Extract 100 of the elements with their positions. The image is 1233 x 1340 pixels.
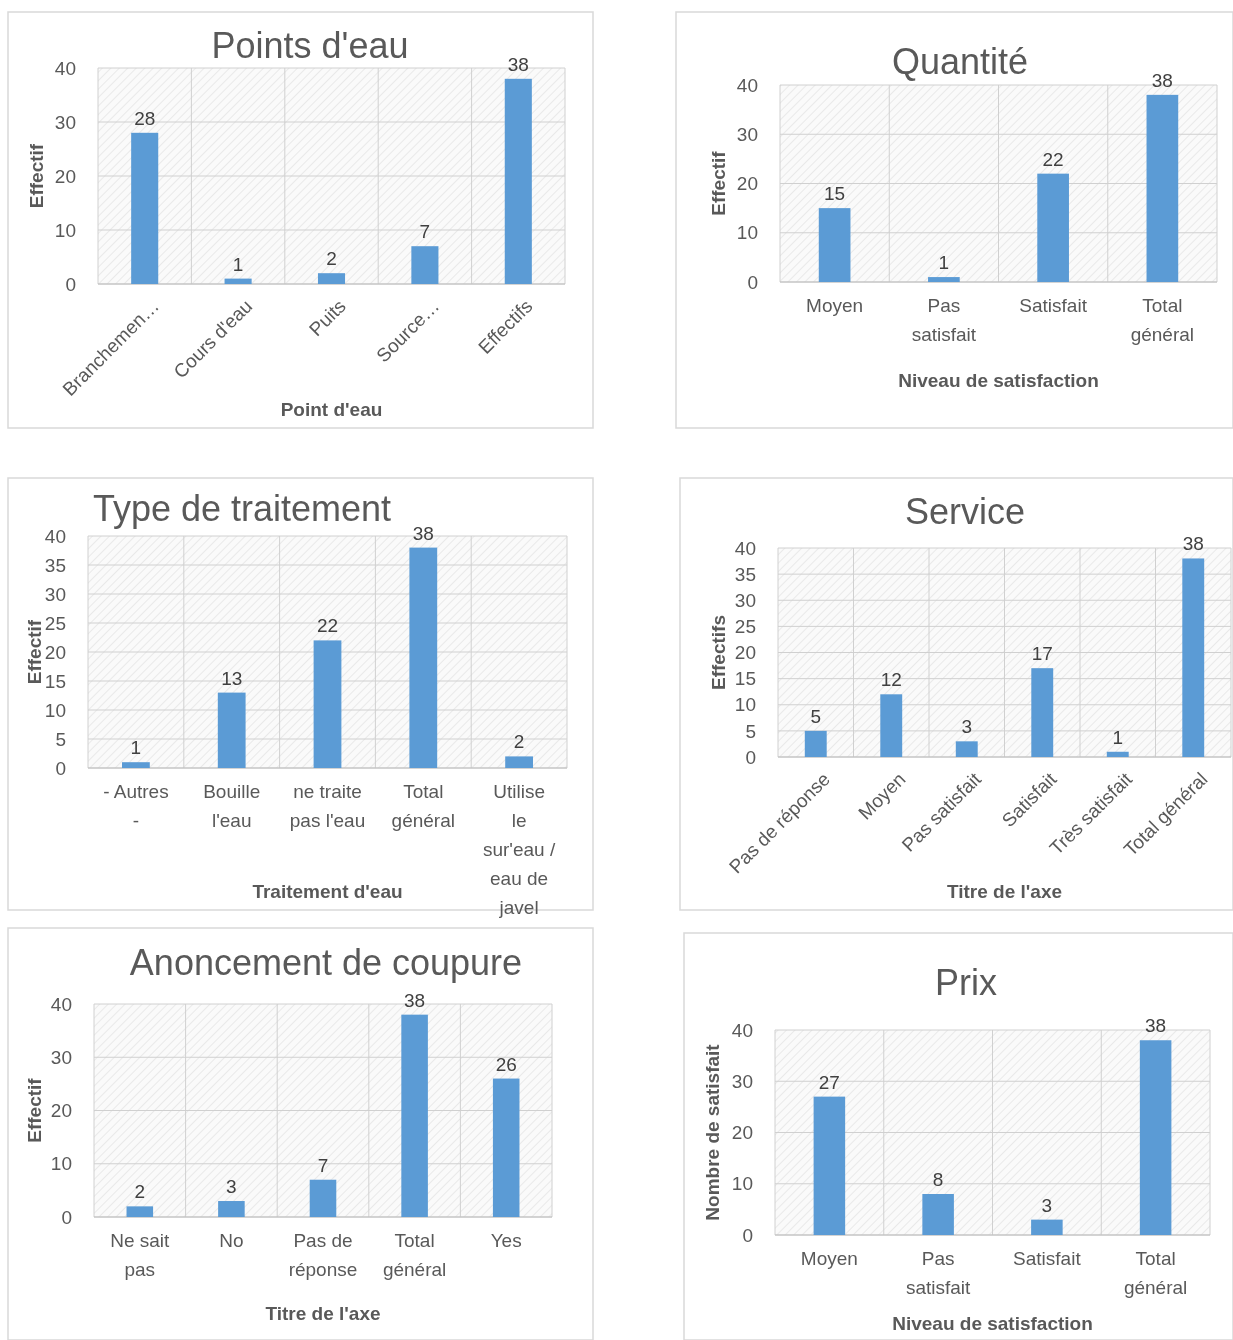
bar xyxy=(505,756,533,768)
data-label: 28 xyxy=(134,107,156,129)
data-label: 27 xyxy=(818,1071,840,1093)
bar xyxy=(224,278,252,284)
bar xyxy=(1031,1219,1063,1235)
y-axis-title: Effectif xyxy=(23,1077,45,1143)
x-axis-title: Traitement d'eau xyxy=(252,881,403,902)
y-tick-label: 35 xyxy=(44,554,66,576)
x-tick-label: No xyxy=(219,1230,244,1251)
x-tick-label: Pas satisfait xyxy=(905,1248,972,1298)
bar xyxy=(880,694,903,757)
y-tick-label: 15 xyxy=(734,668,756,690)
data-label: 1 xyxy=(130,737,142,759)
data-label: 12 xyxy=(880,669,902,691)
y-tick-label: 20 xyxy=(54,165,76,187)
data-label: 38 xyxy=(1182,533,1204,555)
y-tick-label: 30 xyxy=(734,589,756,611)
bar xyxy=(813,1096,846,1235)
x-axis-title: Niveau de satisfaction xyxy=(898,370,1099,391)
bar xyxy=(401,1014,428,1217)
data-label: 13 xyxy=(221,667,243,689)
y-tick-label: 0 xyxy=(745,746,756,768)
data-label: 7 xyxy=(419,221,431,243)
data-label: 38 xyxy=(412,522,434,544)
data-label: 3 xyxy=(961,716,973,738)
y-tick-label: 30 xyxy=(736,123,758,145)
y-tick-label: 20 xyxy=(50,1100,72,1122)
y-tick-label: 10 xyxy=(44,699,66,721)
x-tick-label: Satisfait xyxy=(1019,295,1088,316)
y-tick-label: 10 xyxy=(734,694,756,716)
y-tick-label: 20 xyxy=(44,641,66,663)
y-tick-label: 0 xyxy=(747,271,758,293)
x-axis-title: Point d'eau xyxy=(280,399,383,420)
x-tick-label: Pas satisfait xyxy=(911,295,977,345)
x-tick-label: Total général xyxy=(1123,1248,1188,1298)
y-tick-label: 20 xyxy=(736,173,758,195)
y-tick-label: 20 xyxy=(734,642,756,664)
data-label: 38 xyxy=(1145,1015,1167,1037)
y-tick-label: 40 xyxy=(734,537,756,559)
bar xyxy=(317,273,346,284)
y-tick-label: 30 xyxy=(54,111,76,133)
bar xyxy=(504,78,532,284)
data-label: 1 xyxy=(938,252,950,274)
x-tick-label: Satisfait xyxy=(1013,1248,1082,1269)
y-tick-label: 35 xyxy=(734,563,756,585)
bar xyxy=(409,547,438,768)
x-axis-title: Titre de l'axe xyxy=(946,881,1063,902)
y-axis-title: Effectif xyxy=(23,619,45,685)
data-label: 1 xyxy=(1112,726,1124,748)
data-label: 1 xyxy=(232,253,244,275)
y-tick-label: 10 xyxy=(731,1173,753,1195)
data-label: 17 xyxy=(1031,643,1053,665)
y-tick-label: 0 xyxy=(742,1224,753,1246)
x-tick-label: Total général xyxy=(391,781,455,831)
data-label: 7 xyxy=(317,1154,329,1176)
y-tick-label: 40 xyxy=(731,1019,753,1041)
y-tick-label: 40 xyxy=(50,993,72,1015)
data-label: 8 xyxy=(932,1169,944,1190)
bar xyxy=(922,1194,954,1235)
data-label: 15 xyxy=(824,183,846,205)
bar xyxy=(131,132,159,284)
y-tick-label: 5 xyxy=(745,720,756,742)
chart-title: Type de traitement xyxy=(92,488,392,529)
bar xyxy=(818,208,851,282)
y-axis-title: Effectif xyxy=(707,150,729,216)
x-tick-label: - Autres - xyxy=(103,781,169,831)
y-tick-label: 30 xyxy=(731,1070,753,1092)
x-axis-title: Niveau de satisfaction xyxy=(892,1313,1093,1334)
y-tick-label: 0 xyxy=(61,1206,72,1228)
chart-title: Quantité xyxy=(891,41,1029,82)
bar xyxy=(122,762,150,768)
y-tick-label: 10 xyxy=(54,219,76,241)
y-tick-label: 40 xyxy=(44,525,66,547)
y-tick-label: 5 xyxy=(55,728,66,750)
y-tick-label: 30 xyxy=(50,1046,72,1068)
data-label: 38 xyxy=(1151,69,1173,91)
x-tick-label: Pas de réponse xyxy=(288,1230,358,1280)
data-label: 2 xyxy=(326,248,337,270)
x-tick-label: Bouille l'eau xyxy=(203,781,261,831)
bar xyxy=(313,640,342,768)
bar xyxy=(309,1179,337,1217)
bar xyxy=(411,246,439,284)
x-axis-title: Titre de l'axe xyxy=(265,1303,381,1324)
x-tick-label: Yes xyxy=(490,1230,522,1251)
chart-title: Points d'eau xyxy=(211,25,409,66)
bar xyxy=(1139,1040,1172,1235)
bar xyxy=(928,277,960,282)
y-axis-title: Nombre de satisfait xyxy=(701,1043,723,1221)
x-tick-label: Total général xyxy=(382,1230,447,1280)
data-label: 38 xyxy=(507,53,529,75)
bar xyxy=(1031,668,1054,757)
data-label: 22 xyxy=(1042,148,1064,170)
data-label: 26 xyxy=(495,1053,517,1075)
y-tick-label: 40 xyxy=(736,74,758,96)
chart-title: Prix xyxy=(935,962,997,1003)
y-tick-label: 10 xyxy=(50,1153,72,1175)
bar xyxy=(1106,751,1129,757)
y-tick-label: 0 xyxy=(65,273,76,295)
y-tick-label: 30 xyxy=(44,583,66,605)
y-axis-title: Effectif xyxy=(25,143,47,209)
